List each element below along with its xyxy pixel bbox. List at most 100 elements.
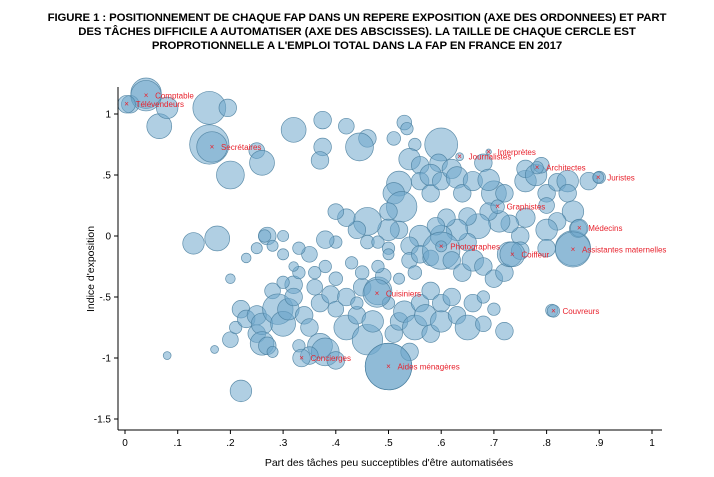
bubble-point <box>347 220 367 240</box>
bubble-point <box>321 285 340 304</box>
bubble-point <box>306 279 323 296</box>
x-tick-label: .2 <box>226 438 235 449</box>
x-tick-label: .3 <box>279 438 288 449</box>
point-marker: × <box>457 152 462 161</box>
labeled-bubble <box>530 161 544 175</box>
bubble-point <box>338 117 355 135</box>
bubble-point <box>182 232 205 255</box>
bubble-point <box>393 272 405 285</box>
bubble-point <box>421 281 440 301</box>
chart-title-line: FIGURE 1 : POSITIONNEMENT DE CHAQUE FAP … <box>47 12 667 24</box>
bubble-point <box>316 230 335 249</box>
point-label: Aides ménagères <box>398 363 460 372</box>
point-label: Interprètes <box>498 148 536 157</box>
labeled-bubble <box>490 199 505 214</box>
point-label: Médecins <box>588 224 622 233</box>
bubble-point <box>495 184 514 203</box>
y-tick-label: -1 <box>102 354 111 365</box>
y-axis-label: Indice d'exposition <box>85 226 97 312</box>
labeled-bubble <box>364 342 413 391</box>
bubble-point <box>277 230 290 242</box>
bubble-point <box>276 275 290 289</box>
bubble-point <box>156 96 179 120</box>
x-tick-label: .4 <box>332 438 341 449</box>
bubbles-layer <box>121 77 606 403</box>
point-label: Concierges <box>311 354 351 363</box>
bubble-point <box>442 251 461 270</box>
bubble-point <box>326 351 345 370</box>
bubble-point <box>250 242 263 255</box>
point-label: Comptable <box>155 92 194 101</box>
bubble-point <box>354 265 370 280</box>
point-marker: × <box>375 289 380 298</box>
point-label: Juristes <box>607 173 635 182</box>
bubble-point <box>345 256 359 270</box>
bubble-point <box>350 296 364 310</box>
bubble-point <box>477 168 500 192</box>
axes-layer: -1.5 -1 -.5 0 .5 1 0 .1 .2 .3 .4 .5 .6 .7 .8 .9 1 <box>94 87 662 449</box>
labeled-bubble <box>130 80 162 112</box>
bubble-point <box>216 160 245 190</box>
chart-title-line: PROPROTIONNELLE A L'EMPLOI TOTAL DANS LA… <box>151 40 563 52</box>
bubble-point <box>277 248 290 261</box>
labeled-bubble <box>592 171 605 184</box>
point-marker: × <box>299 354 304 363</box>
labeled-bubble <box>555 231 591 268</box>
bubble-point <box>266 345 279 358</box>
labeled-markers-layer: × Comptable× Télévendeurs× Secrétaires × Inte… <box>117 80 666 391</box>
bubble-point <box>442 287 461 307</box>
point-marker: × <box>495 202 500 211</box>
bubble-point <box>407 265 423 280</box>
x-tick-label: .8 <box>542 438 551 449</box>
y-tick-label: 1 <box>105 110 111 121</box>
chart-title-line: DES TÂCHES DIFFICILE A AUTOMATISER (AXE … <box>78 26 636 38</box>
bubble-point <box>487 302 501 316</box>
bubble-point <box>300 318 319 337</box>
bubble-point <box>310 151 330 170</box>
bubble-point <box>292 241 306 255</box>
bubble-point <box>266 239 279 252</box>
bubble-point <box>241 252 252 264</box>
bubble-point <box>328 271 343 286</box>
point-marker: × <box>210 142 215 151</box>
point-marker: × <box>124 100 129 109</box>
bubble-point <box>495 322 514 341</box>
bubble-point <box>361 310 384 333</box>
bubble-point <box>318 259 332 274</box>
labeled-bubble <box>292 348 311 368</box>
labeled-bubble <box>362 279 392 308</box>
point-marker: × <box>535 163 540 172</box>
y-tick-label: .5 <box>103 171 112 182</box>
labeled-bubble <box>499 241 526 268</box>
point-marker: × <box>386 362 391 371</box>
point-label: Architectes <box>546 164 586 173</box>
bubble-point <box>229 379 253 403</box>
point-marker: × <box>571 245 576 254</box>
x-tick-label: 0 <box>122 438 128 449</box>
bubble-point <box>400 122 414 136</box>
bubble-point <box>222 331 239 348</box>
bubble-point <box>558 184 577 203</box>
x-axis-label: Part des tâches peu succeptibles d'être … <box>265 457 513 469</box>
bubble-point <box>386 131 401 146</box>
point-label: Assistantes maternelles <box>582 245 666 254</box>
point-marker: × <box>486 147 491 156</box>
x-tick-label: .1 <box>174 438 183 449</box>
labeled-bubble <box>435 240 448 253</box>
point-marker: × <box>144 91 149 100</box>
bubble-point <box>313 110 332 130</box>
point-label: Graphistes <box>507 203 546 212</box>
bubble-point <box>327 203 345 220</box>
x-tick-label: .7 <box>490 438 499 449</box>
point-label: Photographes <box>450 242 500 251</box>
bubble-point <box>210 345 219 354</box>
bubble-point <box>371 259 385 274</box>
bubble-point <box>308 266 322 280</box>
bubble-point <box>225 273 236 284</box>
y-tick-label: -1.5 <box>94 415 112 426</box>
bubble-point <box>371 235 385 249</box>
bubble-point <box>249 150 275 176</box>
y-tick-label: 0 <box>105 232 111 243</box>
point-marker: × <box>510 250 515 259</box>
